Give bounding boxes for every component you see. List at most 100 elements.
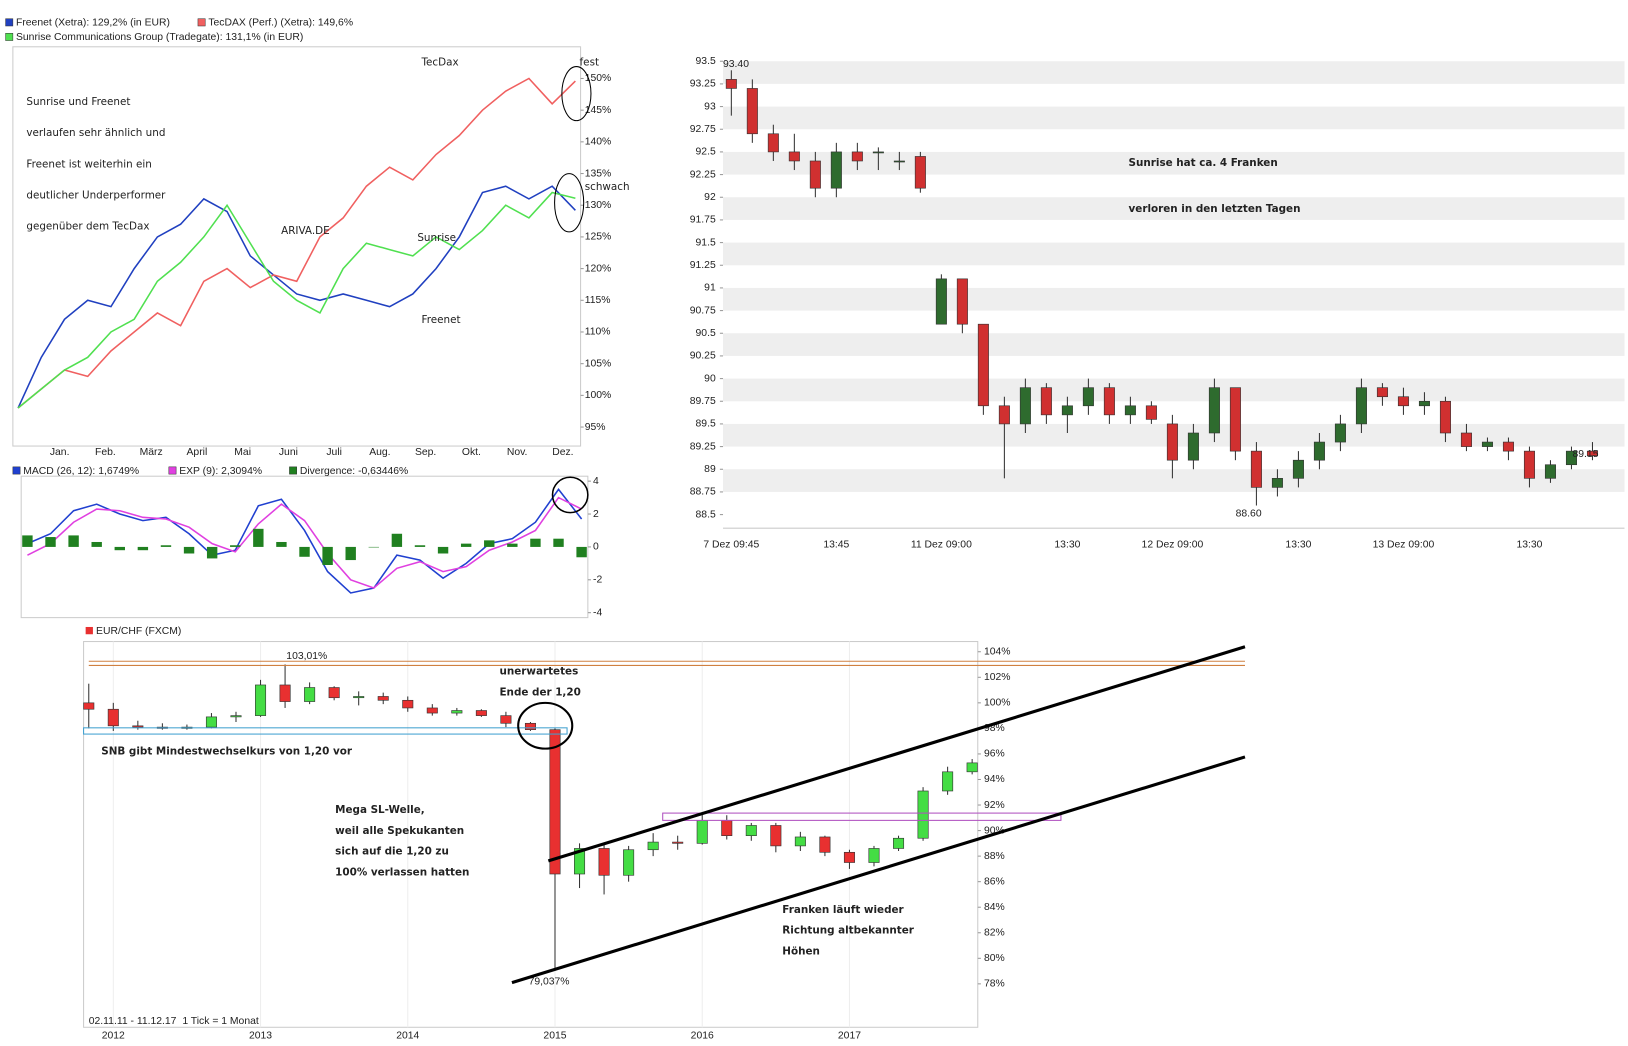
annotation: gegenüber dem TecDax (26, 221, 149, 233)
candle-body (549, 729, 561, 875)
x-tick-label: 12 Dez 09:00 (1142, 540, 1204, 551)
candle-body (328, 687, 340, 699)
annotation: Höhen (782, 945, 820, 957)
circle (517, 701, 574, 750)
series-line (17, 191, 576, 409)
candle-body (1271, 478, 1283, 488)
candle-body (1166, 423, 1178, 461)
candle-body (524, 722, 536, 730)
plot-frame (83, 641, 979, 1028)
candle-body (1376, 387, 1388, 398)
candle-body (977, 323, 989, 407)
candle-body (1061, 405, 1073, 416)
bar (68, 535, 79, 547)
y-tick-label: 82% (984, 928, 1005, 939)
x-tick-label: Sep. (415, 447, 436, 458)
candle-body (767, 133, 779, 153)
candle-body (279, 684, 291, 702)
x-tick-label: 13 Dez 09:00 (1373, 540, 1435, 551)
bar (91, 541, 102, 547)
bar (299, 546, 310, 557)
grid-stripe (723, 333, 1625, 356)
y-tick-label: 91.75 (690, 215, 716, 226)
y-tick-label: 102% (984, 672, 1011, 683)
y-tick-label: 89.5 (696, 419, 716, 430)
candle-body (935, 278, 947, 325)
candle-body (725, 79, 737, 89)
y-tick-label: 105% (585, 358, 612, 369)
candle-body (623, 849, 635, 876)
bar (460, 543, 472, 547)
x-tick-label: 2014 (396, 1030, 419, 1041)
y-tick-label: 94% (984, 774, 1005, 785)
annotation: deutlicher Underperformer (26, 189, 166, 201)
candle-body (83, 702, 95, 710)
y-tick-label: 86% (984, 876, 1005, 887)
grid-stripe (723, 151, 1625, 175)
candle-body (574, 848, 586, 875)
candle-body (851, 151, 863, 162)
candle-body (1439, 400, 1451, 434)
y-tick-label: 89.25 (690, 441, 716, 452)
y-tick-label: 93 (704, 101, 716, 112)
y-tick-label: 90 (704, 373, 716, 384)
x-tick-label: Feb. (95, 447, 116, 458)
y-tick-label: 110% (585, 327, 611, 338)
y-tick-label: 140% (585, 137, 612, 148)
bar (484, 540, 495, 547)
grid-stripe (723, 469, 1625, 492)
annotation: Sunrise (417, 232, 456, 244)
bar (253, 528, 264, 547)
legend-swatch (5, 33, 14, 41)
candle-body (770, 825, 782, 847)
candle-body (868, 848, 880, 863)
candle-body (696, 820, 708, 844)
candle-body (647, 841, 659, 851)
bar (391, 533, 403, 547)
x-tick-label: Aug. (369, 447, 390, 458)
candle-body (1355, 387, 1367, 425)
candle-body (893, 160, 905, 163)
series-line (27, 496, 582, 589)
x-tick-label: Mai (234, 447, 251, 458)
candle-body (819, 836, 831, 853)
annotation: unerwartetes (499, 666, 578, 678)
candle-body (255, 684, 267, 716)
candle-body (966, 762, 978, 773)
series-line (17, 185, 576, 409)
bar (530, 538, 541, 547)
candle-body (672, 841, 684, 844)
candle-body (1229, 387, 1241, 452)
candle-body (475, 710, 487, 716)
candle-body (872, 151, 884, 154)
grid-stripe (723, 378, 1625, 402)
y-tick-label: 100% (585, 390, 612, 401)
annotation: 89.15 (1573, 449, 1599, 460)
annotation: Freenet (421, 314, 460, 326)
candle-body (746, 88, 758, 135)
y-tick-label: 96% (984, 749, 1005, 760)
candle-body (1418, 400, 1430, 407)
grid-stripe (723, 242, 1625, 266)
candle-body (1208, 387, 1220, 434)
annotation: schwach (585, 181, 630, 193)
candle-body (1019, 387, 1031, 425)
bar (230, 545, 241, 547)
grid-stripe (723, 197, 1625, 220)
candle-body (1565, 450, 1577, 466)
bar (553, 538, 564, 547)
y-tick-label: 93.5 (696, 56, 716, 67)
candle-body (402, 699, 414, 709)
candle-body (1103, 387, 1115, 416)
candle-body (132, 725, 144, 728)
y-tick-label: 92% (984, 800, 1005, 811)
annotation: Mega SL-Welle, (335, 804, 425, 816)
annotation: 79,037% (529, 976, 570, 987)
band (662, 812, 1062, 821)
x-tick-label: Dez. (552, 447, 573, 458)
y-tick-label: 92.75 (690, 124, 716, 135)
annotation: 88.60 (1236, 508, 1262, 519)
candle-body (893, 837, 905, 849)
y-tick-label: 0 (593, 542, 599, 553)
legend-label: EXP (9): 2,3094% (179, 466, 262, 477)
